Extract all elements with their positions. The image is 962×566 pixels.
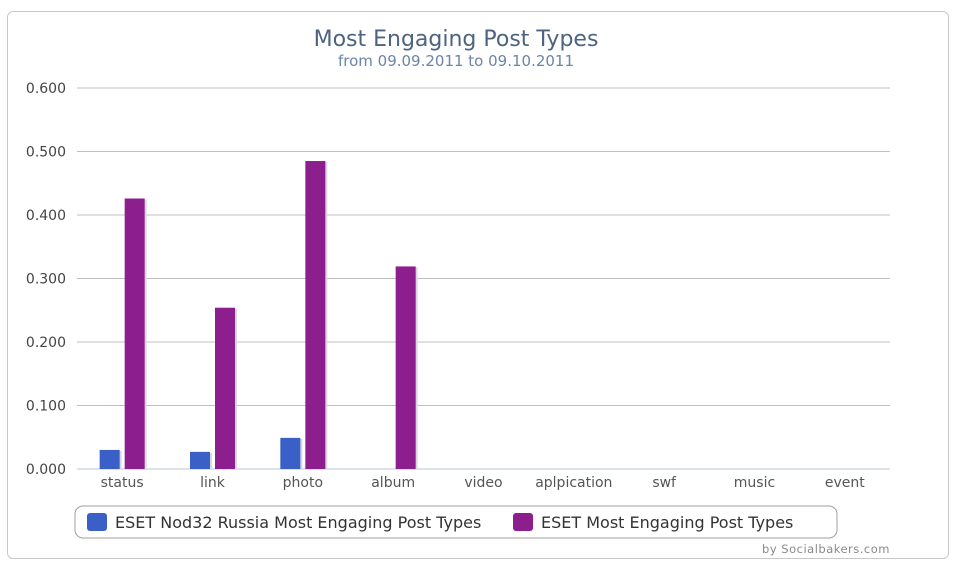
y-tick-label: 0.200 xyxy=(26,335,66,351)
bar-eset-photo[interactable] xyxy=(305,161,326,469)
bars xyxy=(99,161,418,470)
x-tick-label: status xyxy=(101,475,144,491)
legend-label-nod32: ESET Nod32 Russia Most Engaging Post Typ… xyxy=(115,513,481,532)
bar-eset-album[interactable] xyxy=(395,266,416,469)
bar-eset-status[interactable] xyxy=(124,198,145,470)
grid-lines xyxy=(77,87,890,470)
x-tick-label: music xyxy=(734,475,775,491)
y-tick-label: 0.100 xyxy=(26,399,66,415)
chart-title: Most Engaging Post Types xyxy=(314,27,599,52)
chart-frame xyxy=(7,11,949,559)
y-tick-label: 0.400 xyxy=(26,208,66,224)
x-tick-label: swf xyxy=(652,475,677,491)
x-tick-label: photo xyxy=(283,475,323,491)
legend-label-eset: ESET Most Engaging Post Types xyxy=(541,513,793,532)
x-tick-label: link xyxy=(200,475,226,491)
y-tick-label: 0.500 xyxy=(26,145,66,161)
bar-eset-link[interactable] xyxy=(215,307,235,469)
legend-swatch-eset xyxy=(513,513,533,531)
x-axis-ticks: status link photo album video aplpication swf m… xyxy=(101,475,866,491)
y-tick-label: 0.600 xyxy=(26,81,66,97)
legend[interactable]: ESET Nod32 Russia Most Engaging Post Typ… xyxy=(74,505,838,539)
legend-item-eset[interactable]: ESET Most Engaging Post Types xyxy=(513,513,793,532)
legend-swatch-nod32 xyxy=(87,513,107,531)
bar-nod32-link[interactable] xyxy=(190,451,210,469)
x-tick-label: event xyxy=(825,475,865,491)
chart-subtitle: from 09.09.2011 to 09.10.2011 xyxy=(338,52,574,70)
credit-text[interactable]: by Socialbakers.com xyxy=(762,542,890,556)
y-axis-ticks: 0.000 0.100 0.200 0.300 0.400 0.500 0.600 xyxy=(26,81,66,478)
bar-nod32-photo[interactable] xyxy=(280,437,301,469)
y-tick-label: 0.300 xyxy=(26,272,66,288)
y-tick-label: 0.000 xyxy=(26,462,66,478)
x-tick-label: aplpication xyxy=(535,475,612,491)
bar-nod32-status[interactable] xyxy=(99,449,120,469)
x-tick-label: album xyxy=(371,475,415,491)
x-tick-label: video xyxy=(464,475,502,491)
legend-box xyxy=(74,505,838,539)
legend-item-nod32[interactable]: ESET Nod32 Russia Most Engaging Post Typ… xyxy=(87,513,481,532)
